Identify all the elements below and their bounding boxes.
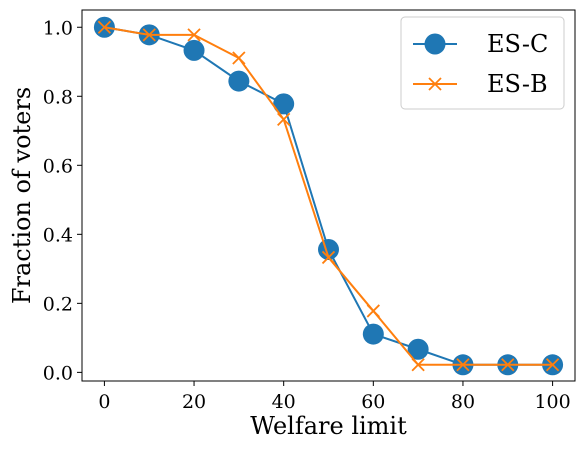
data-point <box>183 39 205 61</box>
data-point <box>501 358 515 372</box>
plot-frame <box>81 9 576 382</box>
y-axis-label: Fraction of voters <box>8 87 36 304</box>
legend: ES-C ES-B <box>400 16 565 110</box>
x-axis-label: Welfare limit <box>250 412 407 440</box>
x-tick-label: 0 <box>98 391 110 413</box>
data-point <box>321 250 336 265</box>
data-point <box>228 70 250 92</box>
legend-entry: ES-B <box>413 70 548 98</box>
y-tick-label: 1.0 <box>43 17 73 39</box>
data-point <box>366 304 380 318</box>
data-point <box>411 358 425 372</box>
legend-marker <box>428 77 442 91</box>
data-point <box>277 112 291 127</box>
y-tick-label: 0.0 <box>43 362 73 384</box>
x-tick-label: 20 <box>182 391 206 413</box>
legend-entry: ES-C <box>413 30 548 58</box>
x-tick-label: 80 <box>451 391 475 413</box>
data-point <box>362 323 384 345</box>
data-point <box>456 358 470 372</box>
x-tick-label: 60 <box>361 391 385 413</box>
y-tick-label: 0.4 <box>43 224 73 246</box>
data-point <box>187 28 201 42</box>
data-point <box>97 20 112 34</box>
data-point <box>142 28 156 42</box>
y-tick-label: 0.8 <box>43 86 73 108</box>
x-tick-label: 40 <box>272 391 296 413</box>
data-point <box>232 51 246 65</box>
series-layer <box>93 16 564 376</box>
x-axis: 0 20 40 60 80 100 <box>98 381 571 413</box>
data-point <box>273 93 295 115</box>
series-es-b <box>97 20 560 372</box>
legend-label: ES-C <box>487 30 548 58</box>
y-tick-label: 0.6 <box>43 155 73 177</box>
legend-label: ES-B <box>487 70 548 98</box>
data-point <box>407 338 429 360</box>
data-point <box>545 358 560 372</box>
x-tick-label: 100 <box>534 391 570 413</box>
legend-marker <box>424 33 446 55</box>
y-axis: 0.0 0.2 0.4 0.6 0.8 1.0 <box>43 17 82 384</box>
y-tick-label: 0.2 <box>43 293 73 315</box>
